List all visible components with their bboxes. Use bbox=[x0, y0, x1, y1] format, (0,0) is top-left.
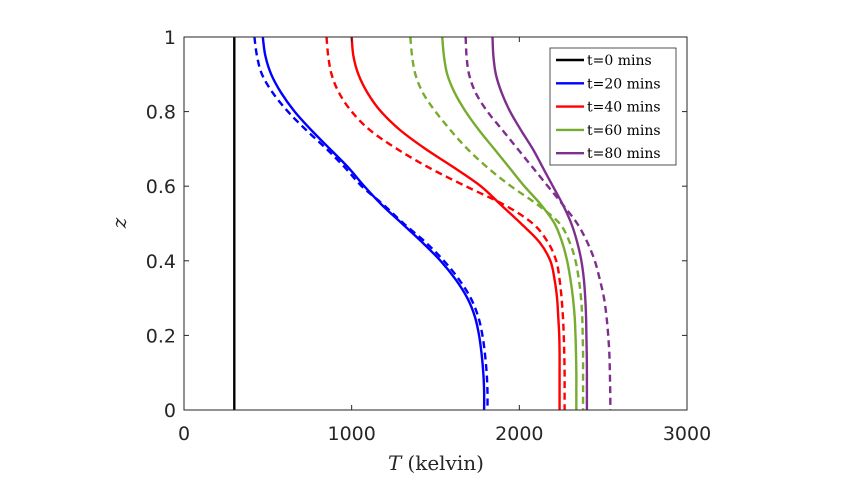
legend-entries: t=0 mins t=20 mins t=40 mins t=60 mins t=80 … bbox=[556, 53, 661, 162]
x-tick-label: 3000 bbox=[663, 423, 711, 445]
y-tick-label: 0.8 bbox=[146, 102, 176, 124]
y-tick-label: 1 bbox=[164, 27, 176, 49]
legend-label: t=20 mins bbox=[587, 76, 661, 92]
x-axis-label-symbol: T bbox=[388, 451, 403, 475]
tick-labels-layer: 0 1000 2000 3000 0 0.2 0.4 0.6 0.8 1 bbox=[146, 27, 711, 445]
legend-label: t=0 mins bbox=[587, 53, 652, 69]
y-axis-label: z bbox=[107, 217, 131, 229]
x-tick-label: 0 bbox=[178, 423, 190, 445]
x-axis-label-unit: (kelvin) bbox=[407, 451, 484, 475]
series-line-dashed-4 bbox=[325, 36, 566, 410]
series-line-dashed-2 bbox=[253, 36, 489, 411]
series-line-dashed-8 bbox=[464, 36, 612, 411]
legend: t=0 mins t=20 mins t=40 mins t=60 mins t=80 … bbox=[549, 47, 677, 166]
plot-frame bbox=[183, 36, 688, 411]
x-tick-label: 2000 bbox=[495, 423, 543, 445]
series-line-t-40-mins bbox=[350, 36, 561, 410]
legend-label: t=40 mins bbox=[587, 100, 661, 116]
legend-label: t=80 mins bbox=[587, 146, 661, 162]
y-tick-label: 0 bbox=[164, 400, 176, 422]
legend-label: t=60 mins bbox=[587, 123, 661, 139]
series-layer bbox=[233, 36, 612, 411]
y-tick-label: 0.4 bbox=[146, 251, 176, 273]
series-line-dashed-6 bbox=[409, 36, 585, 410]
x-axis-label: T (kelvin) bbox=[388, 451, 484, 475]
series-line-t-80-mins bbox=[491, 36, 589, 410]
x-tick-label: 1000 bbox=[327, 423, 375, 445]
y-tick-label: 0.2 bbox=[146, 325, 176, 347]
y-tick-label: 0.6 bbox=[146, 176, 176, 198]
series-line-t-60-mins bbox=[441, 36, 578, 410]
